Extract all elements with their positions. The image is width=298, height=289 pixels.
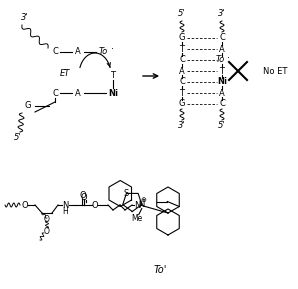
Text: To': To': [153, 265, 167, 275]
Text: A: A: [219, 88, 225, 97]
Text: O: O: [44, 227, 50, 236]
Text: O: O: [81, 192, 87, 201]
Text: T: T: [179, 88, 184, 97]
Text: A: A: [179, 66, 185, 75]
Text: C: C: [219, 34, 225, 42]
Text: C: C: [52, 88, 58, 97]
Text: G: G: [25, 101, 31, 110]
Text: A: A: [75, 88, 81, 97]
Text: O: O: [22, 201, 28, 210]
Text: T: T: [179, 45, 184, 53]
Text: O: O: [44, 214, 50, 223]
Text: H: H: [62, 208, 68, 216]
Text: 3': 3': [21, 14, 29, 23]
Text: Ni: Ni: [217, 77, 227, 86]
Text: A: A: [219, 45, 225, 53]
Text: T: T: [220, 66, 224, 75]
Text: ·: ·: [111, 44, 114, 54]
Text: 3': 3': [178, 121, 186, 131]
Text: C: C: [179, 77, 185, 86]
Text: 3': 3': [218, 10, 226, 18]
Text: ET: ET: [60, 69, 70, 79]
Text: C: C: [219, 99, 225, 108]
Text: C: C: [179, 55, 185, 64]
Text: C: C: [52, 47, 58, 57]
Text: O: O: [80, 190, 86, 199]
Text: N: N: [134, 201, 140, 210]
Text: A: A: [75, 47, 81, 57]
Text: Ni: Ni: [108, 88, 118, 97]
Text: G: G: [179, 34, 185, 42]
Text: ⊕: ⊕: [140, 197, 146, 203]
Text: G: G: [179, 99, 185, 108]
Text: 5': 5': [178, 10, 186, 18]
Text: To: To: [215, 55, 225, 64]
Text: O: O: [92, 201, 98, 210]
Text: N: N: [62, 201, 68, 210]
Text: To: To: [98, 47, 108, 55]
Text: No ET: No ET: [263, 66, 287, 75]
Text: ·: ·: [227, 53, 230, 63]
Text: S: S: [124, 189, 129, 198]
Text: 5': 5': [14, 134, 22, 142]
Text: Me: Me: [131, 214, 142, 223]
Text: T: T: [111, 71, 116, 81]
Text: N: N: [139, 200, 145, 209]
Text: 5': 5': [218, 121, 226, 131]
